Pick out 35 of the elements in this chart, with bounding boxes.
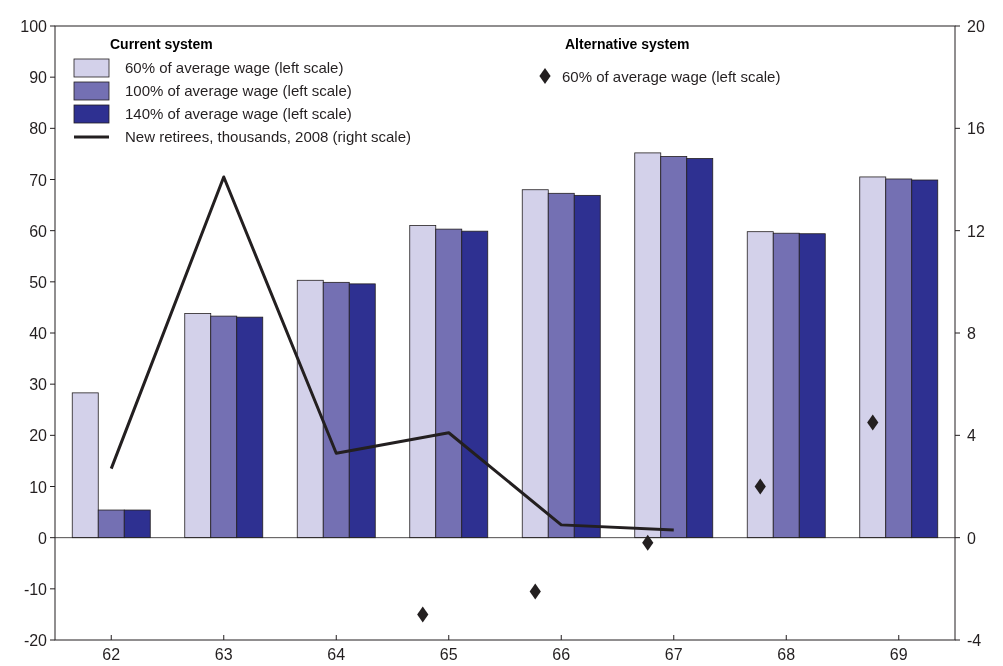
y-tick-label: -20: [23, 632, 48, 649]
y-tick-label: 70: [29, 171, 48, 189]
legend-label: 140% of average wage (left scale): [125, 105, 352, 122]
y-tick-label: 80: [29, 120, 48, 138]
y-tick-label: -10: [23, 580, 48, 598]
x-tick-label: 69: [889, 646, 908, 663]
x-tick-label: 67: [664, 646, 683, 663]
x-tick-label: 68: [777, 646, 796, 663]
y2-tick-label: 16: [967, 120, 985, 138]
x-tick-label: 65: [439, 646, 458, 663]
x-tick-label: 64: [327, 646, 346, 663]
annotation: Alternative system: [565, 36, 690, 52]
legend-label: New retirees, thousands, 2008 (right scale): [125, 128, 411, 145]
y-tick-label: 20: [29, 427, 48, 445]
y2-tick-label: 4: [967, 427, 976, 445]
legend-label: 100% of average wage (left scale): [125, 82, 352, 99]
y-tick-label: 50: [29, 273, 48, 291]
y2-tick-label: 20: [967, 18, 985, 35]
y-tick-label: 60: [29, 222, 48, 240]
y-tick-label: 100: [20, 18, 48, 35]
y-tick-label: 90: [29, 69, 48, 87]
y-tick-label: 10: [29, 478, 48, 496]
y-tick-label: 30: [29, 376, 48, 394]
y2-tick-label: 8: [967, 325, 976, 342]
x-tick-label: 66: [552, 646, 571, 663]
y2-tick-label: 12: [967, 222, 985, 240]
legend-label: 60% of average wage (left scale): [125, 59, 344, 76]
x-tick-label: 62: [102, 646, 121, 663]
y2-tick-label: -4: [967, 632, 982, 649]
y2-tick-label: 0: [967, 529, 976, 547]
y-tick-label: 40: [29, 325, 48, 342]
x-tick-label: 63: [214, 646, 233, 663]
y-tick-label: 0: [38, 529, 48, 547]
legend-label: 60% of average wage (left scale): [562, 68, 781, 85]
annotation: Current system: [110, 36, 213, 52]
